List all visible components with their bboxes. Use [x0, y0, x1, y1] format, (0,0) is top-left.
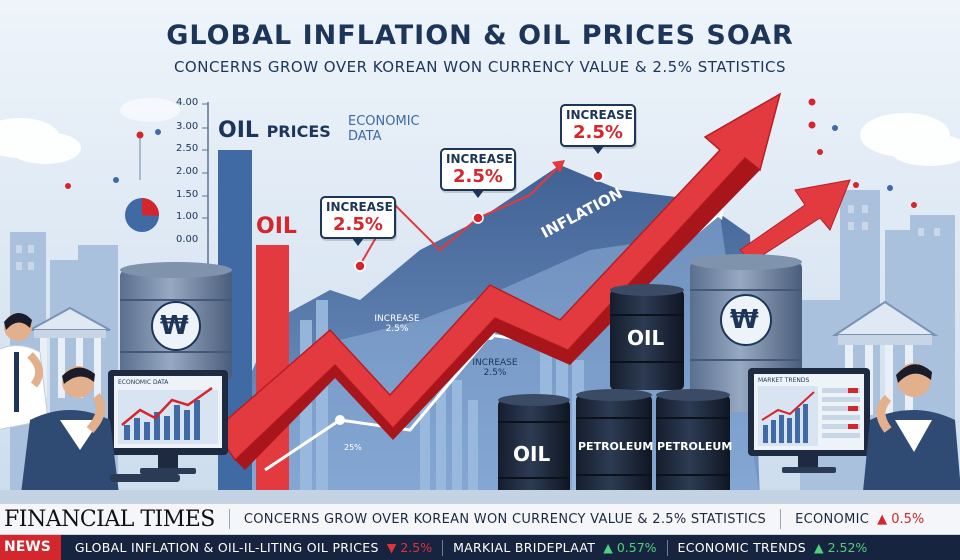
- won-barrel-left: [120, 262, 232, 380]
- y-tick-label: 2.50: [176, 143, 199, 154]
- won-symbol-icon: ₩: [730, 305, 759, 335]
- monitor-left: [108, 370, 228, 474]
- petroleum-barrel-1: [576, 389, 652, 502]
- ground: [0, 490, 960, 504]
- monitor-title: ECONOMIC DATA: [118, 379, 169, 386]
- y-tick-label: 4.00: [176, 97, 199, 108]
- person-standing: [0, 312, 49, 430]
- data-point: [335, 415, 345, 425]
- data-point: [354, 260, 366, 272]
- bank-building-left: [29, 306, 111, 398]
- oil-barrel-top: [610, 284, 684, 390]
- increase-small-label: INCREASE 2.5%: [374, 314, 420, 334]
- economic-data-label: ECONOMIC DATA: [348, 114, 420, 144]
- y-tick-label: 3.00: [176, 121, 199, 132]
- ticker-separator: [228, 509, 230, 529]
- increase-small-label: INCREASE 2.5%: [472, 358, 518, 378]
- barrel-label: PETROLEUM: [657, 440, 733, 453]
- person-desk-right: [862, 363, 960, 502]
- monitor-right: [748, 368, 870, 473]
- clouds: [0, 98, 960, 166]
- oil-barrel-front: [498, 394, 570, 502]
- barrel-label: OIL: [627, 326, 665, 350]
- monitor-title: MARKET TRENDS: [758, 377, 810, 384]
- ticker-bar-bottom: NEWS GLOBAL INFLATION & OIL-IL-LITING OI…: [0, 535, 960, 560]
- increase-callout: INCREASE 2.5%: [560, 104, 636, 154]
- ticker-separator: [780, 509, 782, 529]
- y-tick-label: 2.00: [176, 166, 199, 177]
- news-label: NEWS: [0, 535, 61, 560]
- y-tick-label: 0.00: [176, 234, 199, 245]
- oil-bar-label: OIL: [256, 214, 297, 239]
- oil-prices-label: OIL PRICES: [218, 118, 331, 143]
- ticker-item[interactable]: MARKIAL BRIDEPLAAT: [453, 540, 596, 555]
- barrel-label: OIL: [513, 442, 551, 466]
- barrel-label: PETROLEUM: [578, 440, 654, 453]
- ticker-brand: FINANCIAL TIMES: [4, 506, 215, 532]
- ticker-bar-top: FINANCIAL TIMES CONCERNS GROW OVER KOREA…: [0, 502, 960, 535]
- decor-pins: [65, 98, 917, 208]
- y-tick-label: 1.00: [176, 211, 199, 222]
- ticker-item[interactable]: GLOBAL INFLATION & OIL-IL-LITING OIL PRI…: [74, 540, 379, 555]
- petroleum-barrel-2: [656, 389, 730, 502]
- pie-icon: [125, 197, 160, 232]
- ticker-change: ▲ 0.5%: [877, 511, 925, 527]
- increase-callout: INCREASE 2.5%: [440, 148, 516, 198]
- data-point: [592, 170, 604, 182]
- windows: [16, 205, 940, 270]
- ticker-change: ▲ 0.57%: [603, 540, 657, 555]
- ticker-separator: [442, 539, 444, 556]
- ticker-item[interactable]: ECONOMIC: [795, 511, 870, 527]
- person-desk-left: [20, 366, 180, 502]
- won-symbol-icon: ₩: [160, 311, 189, 341]
- increase-callout: INCREASE 2.5%: [320, 196, 396, 246]
- ticker-separator: [666, 539, 668, 556]
- page-subtitle: CONCERNS GROW OVER KOREAN WON CURRENCY V…: [173, 58, 787, 76]
- ticker-change: ▼ 2.5%: [386, 540, 433, 555]
- pct-small-label: 25%: [344, 443, 362, 452]
- data-point: [472, 212, 484, 224]
- ticker-change: ▲ 2.52%: [814, 540, 868, 555]
- y-ticks: [202, 103, 208, 219]
- ticker-item[interactable]: ECONOMIC TRENDS: [677, 540, 807, 555]
- thin-red-arrow-head: [552, 160, 565, 173]
- y-tick-label: 1.50: [176, 189, 199, 200]
- ticker-headline[interactable]: CONCERNS GROW OVER KOREAN WON CURRENCY V…: [243, 511, 767, 527]
- page-title: GLOBAL INFLATION & OIL PRICES SOAR: [166, 20, 794, 51]
